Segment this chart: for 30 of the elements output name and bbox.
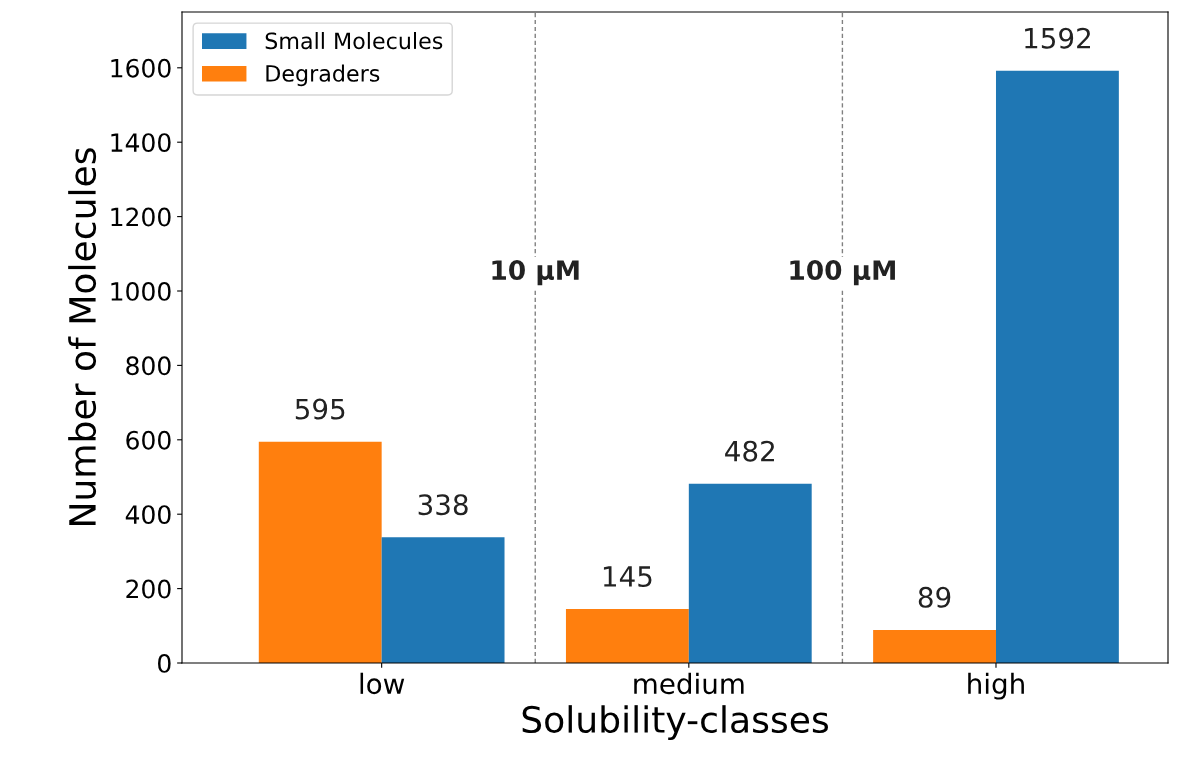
data-label: 338 <box>418 494 468 516</box>
bar <box>258 441 382 663</box>
y-tick-label: 400 <box>125 505 171 525</box>
bar <box>688 483 812 663</box>
bar <box>873 629 996 663</box>
y-tick-label: 200 <box>126 579 171 599</box>
x-tick-label: high <box>968 672 1024 700</box>
data-label: 89 <box>918 586 951 608</box>
y-tick-label: 600 <box>126 430 171 450</box>
legend-label: Small Molecules <box>265 32 443 50</box>
x-tick-label: low <box>360 672 405 695</box>
bar <box>565 609 689 663</box>
y-tick-label: 0 <box>158 653 171 673</box>
y-tick-label: 1000 <box>111 281 171 301</box>
y-tick-label: 1600 <box>111 58 171 78</box>
legend-label: Degraders <box>266 64 380 87</box>
annotation: 100 µM <box>790 260 895 286</box>
x-tick-label: medium <box>634 672 744 695</box>
bar <box>995 70 1119 663</box>
data-label: 595 <box>295 398 345 420</box>
y-tick-label: 1200 <box>111 207 171 227</box>
y-tick-label: 1400 <box>111 133 171 153</box>
data-label: 482 <box>725 440 774 462</box>
data-label: 1592 <box>1025 27 1090 49</box>
y-axis-title: Number of Molecules <box>68 148 97 526</box>
bar <box>381 537 505 663</box>
y-tick-label: 800 <box>126 356 171 376</box>
x-axis-title: Solubility-classes <box>522 705 829 741</box>
data-label: 145 <box>603 566 652 588</box>
annotation: 10 µM <box>492 260 579 286</box>
